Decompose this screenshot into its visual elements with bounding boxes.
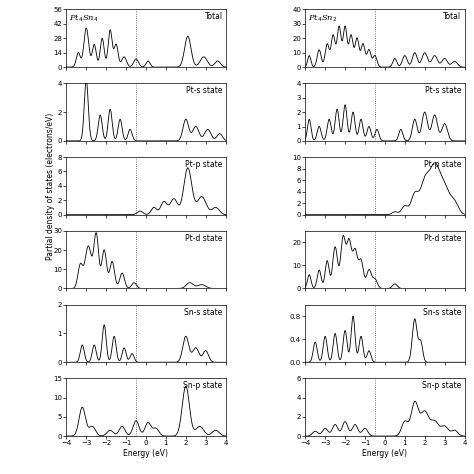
Text: Pt-s state: Pt-s state (186, 86, 223, 95)
Text: Pt-d state: Pt-d state (424, 234, 462, 243)
Text: Sn-s state: Sn-s state (423, 308, 462, 317)
Text: Sn-p state: Sn-p state (183, 381, 223, 390)
Text: Total: Total (204, 12, 223, 21)
X-axis label: Energy (eV): Energy (eV) (363, 449, 407, 458)
Text: Pt-p state: Pt-p state (424, 160, 462, 169)
Text: Sn-p state: Sn-p state (422, 381, 462, 390)
Text: Pt-s state: Pt-s state (425, 86, 462, 95)
Text: Pt-d state: Pt-d state (185, 234, 223, 243)
Text: Sn-s state: Sn-s state (184, 308, 223, 317)
Text: Total: Total (443, 12, 462, 21)
Text: Pt-p state: Pt-p state (185, 160, 223, 169)
X-axis label: Energy (eV): Energy (eV) (124, 449, 168, 458)
Text: Pt$_4$Sn$_2$: Pt$_4$Sn$_2$ (308, 12, 338, 24)
Y-axis label: Partial density of states (electrons/eV): Partial density of states (electrons/eV) (46, 112, 55, 259)
Text: Pt$_4$Sn$_4$: Pt$_4$Sn$_4$ (69, 12, 99, 24)
